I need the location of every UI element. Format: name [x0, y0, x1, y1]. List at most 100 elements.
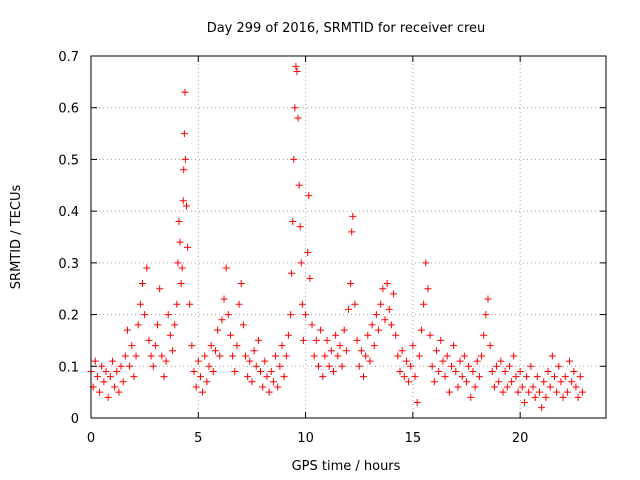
data-point — [510, 352, 518, 360]
data-point — [102, 367, 110, 375]
data-point — [340, 326, 348, 334]
data-point — [520, 398, 528, 406]
data-point — [220, 295, 228, 303]
data-point — [280, 373, 288, 381]
data-point — [342, 347, 350, 355]
data-point — [347, 280, 355, 288]
data-point — [239, 321, 247, 329]
data-point — [538, 404, 546, 412]
data-point — [375, 326, 383, 334]
data-point — [439, 357, 447, 365]
y-tick-label: 0.6 — [58, 102, 79, 117]
data-point — [106, 373, 114, 381]
x-axis-label: GPS time / hours — [292, 459, 401, 474]
data-point — [448, 362, 455, 370]
data-point — [357, 347, 365, 355]
data-point — [443, 352, 451, 360]
data-point — [428, 362, 436, 370]
data-point — [390, 290, 398, 298]
data-point — [158, 352, 166, 360]
data-point — [463, 378, 471, 386]
data-point — [216, 352, 224, 360]
data-point — [297, 259, 305, 267]
data-point — [377, 300, 385, 308]
data-point — [121, 352, 129, 360]
data-point — [336, 342, 344, 350]
y-tick-label: 0 — [71, 412, 79, 427]
y-tick-label: 0.2 — [58, 309, 79, 324]
data-point — [179, 197, 187, 205]
data-point — [151, 342, 159, 350]
data-point — [420, 300, 428, 308]
data-point — [288, 269, 296, 277]
y-axis-label: SRMTID / TECUs — [9, 185, 24, 290]
data-point — [422, 259, 430, 267]
data-point — [561, 373, 569, 381]
data-point — [353, 336, 361, 344]
data-point — [458, 373, 466, 381]
data-point — [141, 311, 149, 319]
data-point — [174, 259, 182, 267]
data-point — [209, 367, 217, 375]
data-point — [482, 311, 490, 319]
data-point — [325, 362, 333, 370]
data-point — [305, 192, 313, 200]
data-point — [351, 300, 359, 308]
data-point — [535, 388, 543, 396]
x-tick-label: 10 — [297, 431, 314, 446]
data-point — [563, 388, 571, 396]
data-point — [156, 285, 164, 293]
data-point — [184, 243, 192, 251]
data-point — [435, 367, 443, 375]
data-point — [100, 378, 108, 386]
data-point — [104, 393, 112, 401]
data-point — [450, 342, 458, 350]
data-point — [199, 388, 207, 396]
data-point — [332, 331, 340, 339]
data-point — [98, 362, 106, 370]
data-point — [368, 321, 376, 329]
data-point — [437, 336, 445, 344]
data-point — [490, 383, 498, 391]
data-point — [306, 274, 314, 282]
data-point — [265, 388, 273, 396]
data-point — [329, 367, 337, 375]
data-point — [302, 311, 310, 319]
data-point — [413, 398, 421, 406]
data-point — [211, 347, 219, 355]
data-point — [181, 88, 189, 96]
data-point — [566, 357, 574, 365]
data-point — [154, 321, 162, 329]
data-point — [128, 342, 136, 350]
data-point — [516, 367, 524, 375]
data-point — [499, 388, 507, 396]
data-point — [190, 367, 198, 375]
data-point — [252, 362, 260, 370]
data-point — [149, 362, 157, 370]
data-point — [473, 357, 481, 365]
data-point — [111, 383, 119, 391]
data-point — [294, 114, 302, 122]
data-point — [201, 352, 209, 360]
data-point — [471, 383, 479, 391]
data-point — [572, 383, 580, 391]
data-point — [261, 357, 269, 365]
data-point — [460, 352, 468, 360]
data-point — [207, 342, 215, 350]
x-tick-label: 0 — [87, 431, 95, 446]
data-point — [445, 388, 453, 396]
data-point — [570, 367, 578, 375]
data-point — [291, 104, 299, 112]
data-point — [169, 347, 177, 355]
data-point — [426, 331, 434, 339]
data-point — [242, 352, 249, 360]
data-point — [160, 373, 168, 381]
data-point — [553, 388, 561, 396]
data-point — [495, 378, 503, 386]
data-point — [327, 347, 335, 355]
data-point — [182, 202, 190, 210]
data-point — [180, 166, 188, 174]
data-point — [559, 393, 567, 401]
data-point — [310, 352, 318, 360]
